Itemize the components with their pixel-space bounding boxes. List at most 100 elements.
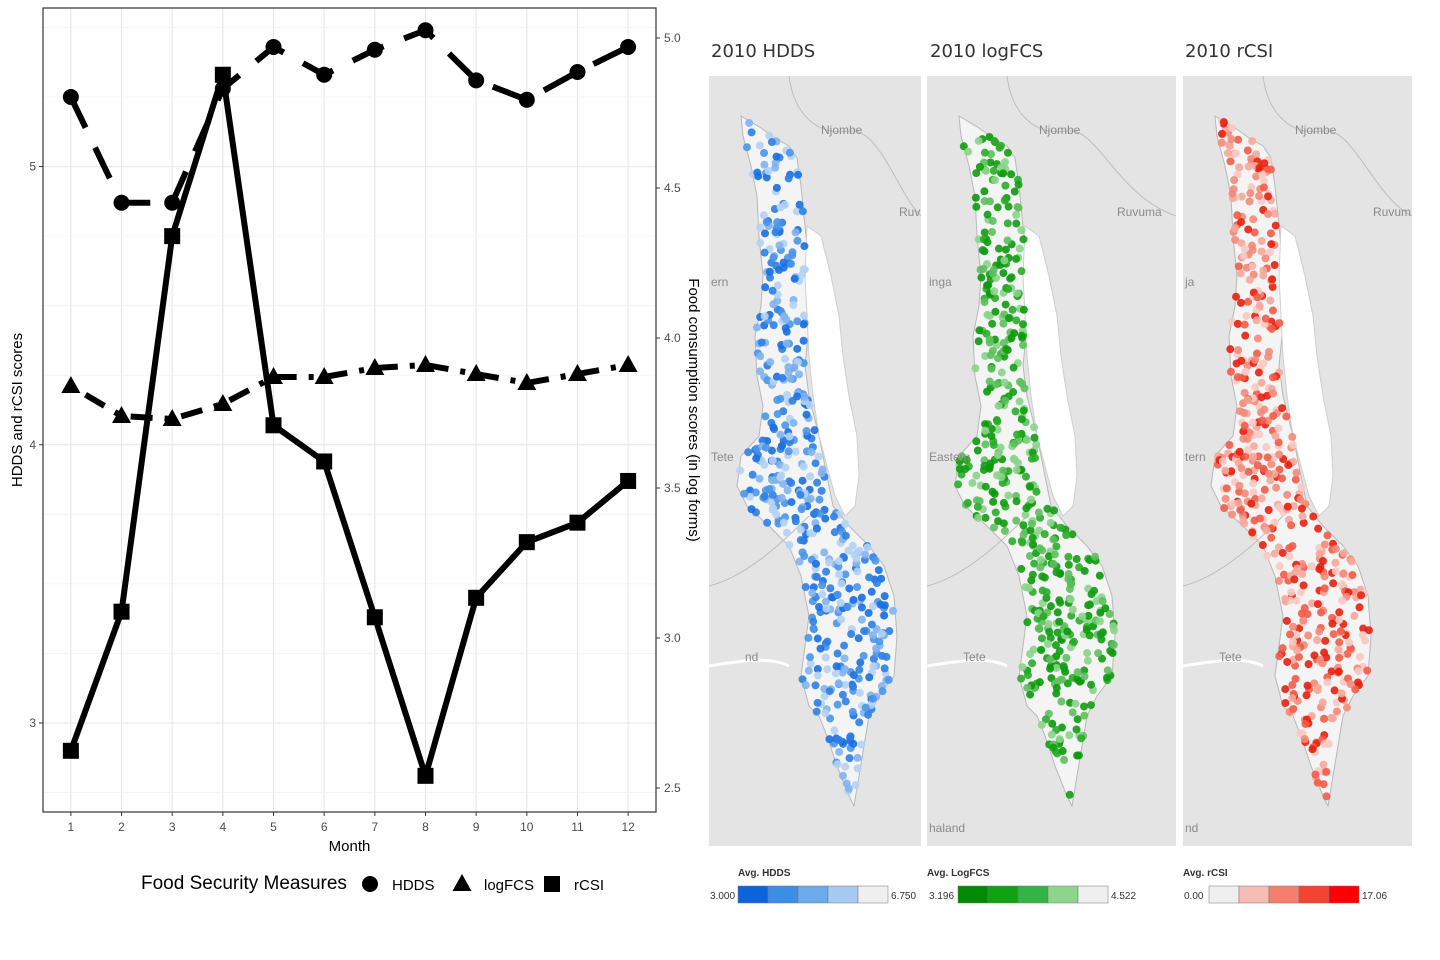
survey-point (1019, 305, 1028, 314)
survey-point (1049, 559, 1058, 568)
survey-point (1288, 637, 1297, 646)
survey-point (855, 665, 864, 674)
survey-point (981, 166, 990, 175)
survey-point (1030, 453, 1039, 462)
survey-point (755, 474, 764, 483)
survey-point (783, 486, 792, 495)
lake-shape (804, 225, 860, 517)
survey-point (1244, 162, 1253, 171)
survey-point (1339, 569, 1348, 578)
survey-point (1261, 254, 1270, 263)
survey-point (1015, 244, 1024, 253)
survey-point (1058, 747, 1067, 756)
survey-point (1288, 694, 1297, 703)
survey-point (1026, 526, 1035, 535)
survey-point (1313, 600, 1322, 609)
survey-point (1354, 667, 1363, 676)
survey-point (1323, 678, 1332, 687)
survey-point (1293, 646, 1302, 655)
survey-point (1089, 622, 1098, 631)
survey-point (1000, 256, 1009, 265)
survey-point (1066, 595, 1075, 604)
survey-point (1001, 300, 1010, 309)
survey-point (814, 452, 823, 461)
survey-point (853, 583, 862, 592)
survey-point (985, 335, 994, 344)
survey-point (1335, 615, 1344, 624)
survey-point (986, 351, 995, 360)
survey-point (974, 513, 983, 522)
survey-point (868, 694, 877, 703)
survey-point (1028, 533, 1037, 542)
series-hdds (62, 22, 637, 211)
survey-point (1335, 608, 1344, 617)
survey-point (1274, 424, 1283, 433)
survey-point (1039, 612, 1048, 621)
survey-point (1073, 715, 1082, 724)
survey-point (980, 148, 989, 157)
survey-point (812, 707, 821, 716)
survey-point (1001, 396, 1010, 405)
survey-point (1044, 619, 1053, 628)
survey-point (1019, 320, 1028, 329)
colorbar-title: Avg. rCSI (1183, 868, 1228, 879)
survey-point (798, 207, 807, 216)
survey-point (818, 465, 827, 474)
survey-point (821, 597, 830, 606)
colorbar-max-label: 4.522 (1111, 891, 1136, 902)
survey-point (1071, 699, 1080, 708)
survey-point (783, 390, 792, 399)
survey-point (988, 269, 997, 278)
survey-point (1259, 183, 1268, 192)
survey-point (1017, 267, 1026, 276)
survey-point (880, 592, 889, 601)
survey-point (1034, 508, 1043, 517)
survey-point (981, 426, 990, 435)
survey-point (999, 498, 1008, 507)
survey-point (1012, 466, 1021, 475)
lake-shape (1022, 225, 1078, 517)
survey-point (841, 680, 850, 689)
survey-point (999, 269, 1008, 278)
data-point-logfcs (61, 376, 81, 393)
survey-point (841, 762, 850, 771)
survey-point (806, 659, 815, 668)
survey-point (1004, 202, 1013, 211)
survey-point (833, 700, 842, 709)
colorbar-segment (1208, 885, 1240, 904)
survey-point (1281, 594, 1290, 603)
survey-point (1034, 624, 1043, 633)
survey-point (788, 251, 797, 260)
map-title: 2010 rCSI (1185, 41, 1273, 62)
survey-point (1066, 579, 1075, 588)
survey-point (871, 556, 880, 565)
survey-point (1313, 778, 1322, 787)
survey-point (1021, 510, 1030, 519)
survey-point (1236, 298, 1245, 307)
data-point-hdds (316, 66, 333, 83)
survey-point (1303, 610, 1312, 619)
survey-point (1288, 440, 1297, 449)
survey-point (779, 263, 788, 272)
survey-point (1017, 674, 1026, 683)
survey-point (1258, 416, 1267, 425)
survey-point (1053, 608, 1062, 617)
data-point-hdds (265, 38, 282, 55)
survey-point (1023, 671, 1032, 680)
survey-point (758, 436, 767, 445)
survey-point (972, 202, 981, 211)
survey-point (1240, 244, 1249, 253)
survey-point (1240, 489, 1249, 498)
y2-tick-label: 2.5 (664, 781, 681, 795)
survey-point (1337, 689, 1346, 698)
survey-point (992, 380, 1001, 389)
data-point-rcsi (366, 609, 383, 626)
survey-point (1109, 640, 1118, 649)
lake-shape (1278, 225, 1334, 517)
survey-point (981, 482, 990, 491)
survey-point (799, 320, 808, 329)
survey-point (1051, 641, 1060, 650)
colorbar-segment (1077, 885, 1109, 904)
survey-point (1217, 138, 1226, 147)
survey-point (971, 364, 980, 373)
